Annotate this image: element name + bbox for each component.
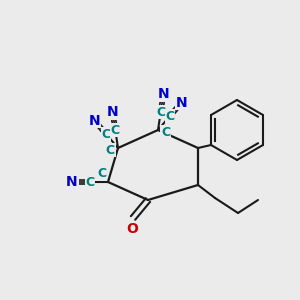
Text: C: C: [106, 143, 115, 157]
Text: N: N: [89, 114, 100, 128]
Text: N: N: [176, 96, 187, 110]
Text: O: O: [126, 222, 138, 236]
Text: N: N: [107, 105, 118, 119]
Text: C: C: [165, 110, 174, 123]
Text: C: C: [156, 106, 165, 119]
Text: N: N: [158, 87, 169, 101]
Text: C: C: [102, 128, 111, 141]
Text: C: C: [111, 124, 120, 137]
Text: C: C: [85, 176, 94, 188]
Text: N: N: [66, 175, 78, 189]
Text: C: C: [161, 125, 170, 139]
Text: C: C: [97, 167, 106, 180]
